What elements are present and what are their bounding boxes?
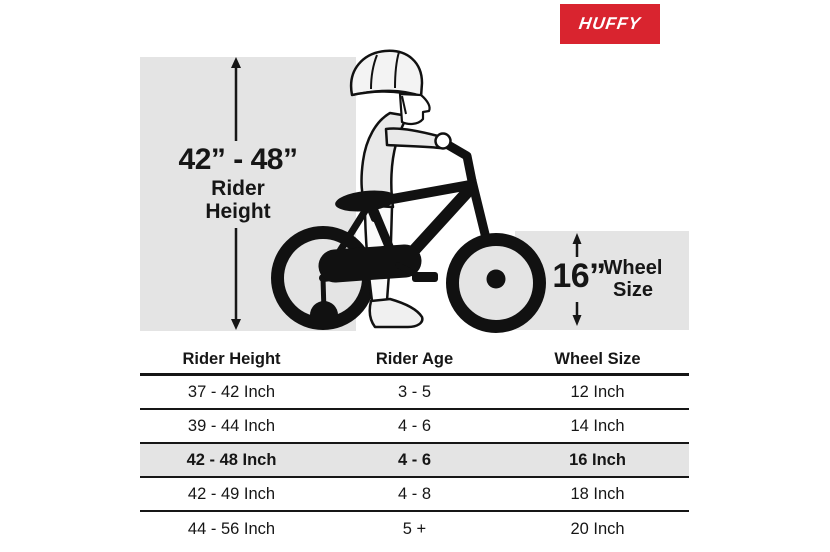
rider-height-range: 42” - 48” — [178, 143, 298, 176]
cell-rider-age: 4 - 6 — [397, 416, 432, 435]
rider-height-label-line2: Height — [205, 200, 271, 223]
wheel-size-label-line1: Wheel — [603, 257, 663, 279]
cell-rider-height: 42 - 49 Inch — [187, 484, 276, 503]
sizing-table: Rider Height Rider Age Wheel Size 37 - 4… — [140, 346, 689, 546]
cell-rider-height: 37 - 42 Inch — [187, 382, 276, 401]
sizing-table-header: Rider Height Rider Age Wheel Size — [140, 346, 689, 376]
bike-frame — [318, 135, 501, 284]
child-face — [398, 92, 431, 126]
cell-wheel-size: 18 Inch — [570, 484, 625, 503]
child-helmet — [349, 49, 424, 99]
table-row: 37 - 42 Inch 3 - 5 12 Inch — [140, 376, 689, 410]
cell-rider-age: 5 + — [402, 519, 427, 538]
col-wheel-size: Wheel Size — [554, 350, 641, 368]
child-front-parts — [349, 49, 452, 329]
table-row: 39 - 44 Inch 4 - 6 14 Inch — [140, 410, 689, 444]
huffy-logo: HUFFY — [560, 4, 660, 44]
rider-height-label-line1: Rider — [211, 177, 265, 200]
helmet-strap — [401, 95, 407, 115]
cell-rider-age: 3 - 5 — [397, 382, 432, 401]
pedal — [412, 272, 438, 282]
child-hand — [434, 132, 452, 150]
bike-rider-illustration — [231, 49, 582, 333]
handlebar — [438, 137, 477, 186]
training-wheel — [310, 301, 338, 329]
sizing-table-body: 37 - 42 Inch 3 - 5 12 Inch 39 - 44 Inch … — [140, 376, 689, 546]
cell-rider-height: 39 - 44 Inch — [187, 416, 276, 435]
table-row: 44 - 56 Inch 5 + 20 Inch — [140, 512, 689, 546]
wheel-size-value: 16” — [552, 257, 606, 295]
huffy-logo-text: HUFFY — [577, 14, 643, 33]
helmet-vent-1 — [370, 54, 378, 90]
cell-wheel-size: 12 Inch — [570, 382, 625, 401]
table-row: 42 - 49 Inch 4 - 8 18 Inch — [140, 478, 689, 512]
cell-wheel-size: 16 Inch — [569, 450, 626, 469]
bike-front-wheel — [446, 233, 546, 333]
table-row: 42 - 48 Inch 4 - 6 16 Inch — [140, 444, 689, 478]
cell-wheel-size: 14 Inch — [570, 416, 625, 435]
front-hub — [486, 269, 506, 289]
col-rider-age: Rider Age — [375, 350, 454, 368]
helmet-vent-2 — [394, 51, 400, 89]
child-arm — [384, 127, 442, 150]
cell-rider-age: 4 - 8 — [397, 484, 432, 503]
child-shoe — [368, 297, 424, 329]
wheel-size-arrow — [572, 233, 582, 326]
cell-rider-age: 4 - 6 — [397, 450, 432, 469]
seat — [335, 190, 397, 212]
cell-wheel-size: 20 Inch — [570, 519, 625, 538]
cell-rider-height: 42 - 48 Inch — [186, 450, 277, 469]
chain-guard — [318, 244, 422, 283]
wheel-size-label-line2: Size — [612, 279, 654, 301]
col-rider-height: Rider Height — [182, 350, 281, 368]
rider-height-arrow — [231, 57, 241, 330]
cell-rider-height: 44 - 56 Inch — [187, 519, 276, 538]
